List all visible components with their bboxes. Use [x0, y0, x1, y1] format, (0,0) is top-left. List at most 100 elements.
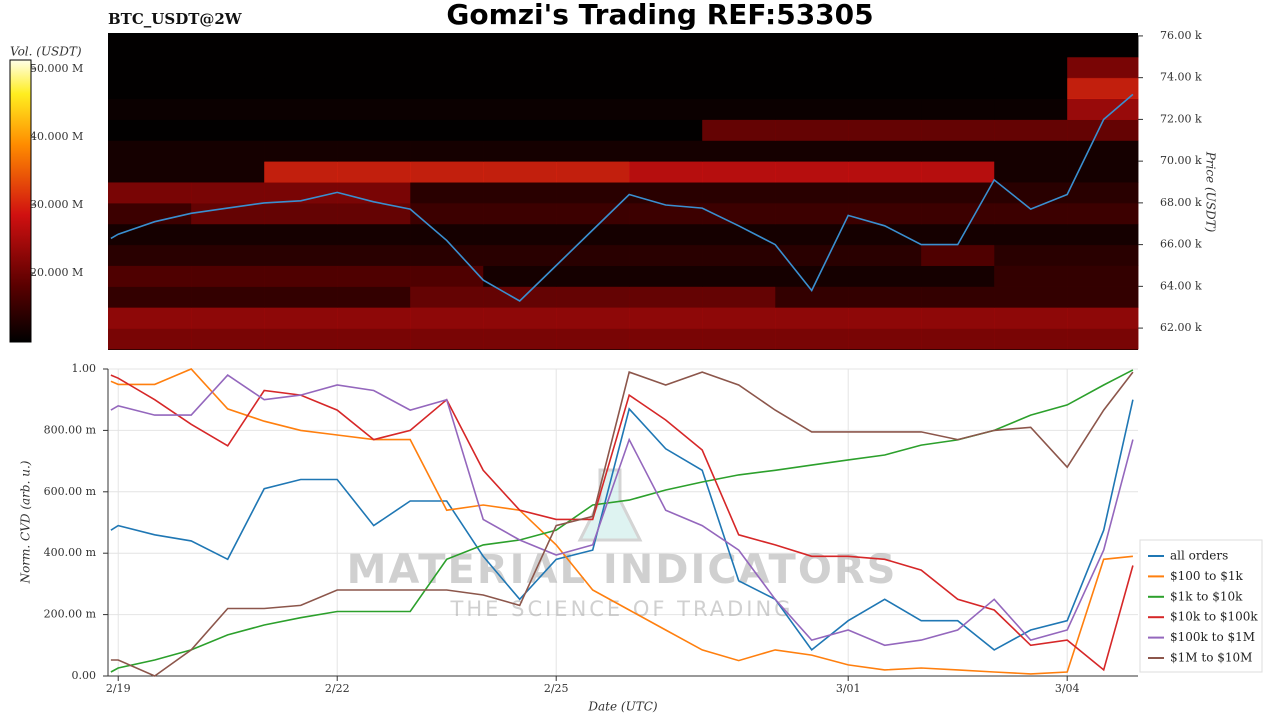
heatmap-cell	[702, 265, 776, 287]
heatmap-cell	[848, 265, 922, 287]
heatmap-cell	[848, 328, 922, 350]
heatmap-cell	[337, 286, 411, 308]
heatmap-cell	[775, 35, 849, 58]
heatmap-cell	[337, 35, 411, 58]
heatmap-cell	[191, 140, 265, 162]
heatmap-cell	[775, 328, 849, 350]
heatmap-cell	[191, 244, 265, 266]
heatmap-cell	[1067, 223, 1139, 246]
heatmap-cell	[556, 35, 630, 58]
heatmap-cell	[191, 35, 265, 58]
heatmap-cell	[775, 223, 849, 246]
heatmap-cell	[848, 161, 922, 183]
heatmap-cell	[994, 140, 1068, 162]
y-tick-label: 64.00 k	[1160, 279, 1202, 292]
heatmap-cell	[191, 265, 265, 287]
heatmap-cell	[775, 56, 849, 79]
heatmap-cell	[994, 223, 1068, 246]
heatmap-cell	[848, 182, 922, 204]
heatmap-cell	[264, 98, 338, 120]
heatmap-cell	[994, 56, 1068, 79]
heatmap-cell	[702, 307, 776, 329]
legend-label: $100 to $1k	[1170, 569, 1243, 583]
heatmap-cell	[921, 35, 995, 58]
heatmap-cell	[108, 265, 192, 287]
heatmap-cell	[483, 182, 557, 204]
heatmap-cell	[264, 265, 338, 287]
series-line	[110, 374, 1134, 672]
heatmap-cell	[921, 98, 995, 120]
heatmap-cell	[410, 328, 484, 350]
heatmap-cell	[702, 286, 776, 308]
legend-label: $1M to $10M	[1170, 651, 1252, 665]
heatmap-cell	[1067, 328, 1139, 350]
heatmap-cell	[994, 202, 1068, 225]
heatmap-cell	[702, 244, 776, 266]
y-tick-label: 68.00 k	[1160, 196, 1202, 209]
y-tick-label: 200.00 m	[44, 608, 97, 621]
heatmap-cell	[410, 244, 484, 266]
legend-label: $10k to $100k	[1170, 610, 1258, 624]
heatmap-cell	[264, 328, 338, 350]
heatmap-cell	[775, 182, 849, 204]
heatmap-cell	[921, 307, 995, 329]
heatmap-cell	[556, 140, 630, 162]
heatmap-cell	[264, 35, 338, 58]
y-tick-label: 0.00	[72, 669, 97, 682]
heatmap-cell	[337, 98, 411, 120]
heatmap-cell	[702, 35, 776, 58]
heatmap-cell	[337, 140, 411, 162]
heatmap-cell	[108, 307, 192, 329]
y-axis-label: Price (USDT)	[1204, 151, 1218, 233]
legend-label: $1k to $10k	[1170, 589, 1243, 603]
heatmap-cell	[1067, 307, 1139, 329]
heatmap-cell	[1067, 265, 1139, 287]
heatmap-cell	[775, 286, 849, 308]
heatmap-cell	[994, 161, 1068, 183]
heatmap-cell	[264, 223, 338, 246]
x-tick-label: 2/19	[106, 682, 131, 695]
heatmap-cell	[1067, 202, 1139, 225]
heatmap-cell	[556, 223, 630, 246]
heatmap-cell	[337, 328, 411, 350]
price-line	[110, 93, 1134, 302]
heatmap-cell	[108, 35, 192, 58]
heatmap-cell	[337, 307, 411, 329]
heatmap-cell	[483, 328, 557, 350]
legend-label: all orders	[1170, 549, 1228, 563]
heatmap-cell	[483, 307, 557, 329]
colorbar-tick-label: 20.000 M	[30, 266, 83, 279]
heatmap-cell	[921, 56, 995, 79]
heatmap-cell	[264, 307, 338, 329]
heatmap-cell	[629, 140, 703, 162]
heatmap-cell	[994, 98, 1068, 120]
heatmap-cell	[629, 286, 703, 308]
heatmap-cell	[775, 265, 849, 287]
heatmap-cell	[337, 77, 411, 100]
heatmap-cell	[556, 328, 630, 350]
y-tick-label: 62.00 k	[1160, 321, 1202, 334]
heatmap-cell	[629, 35, 703, 58]
heatmap-cell	[483, 223, 557, 246]
heatmap-cell	[629, 265, 703, 287]
heatmap-cell	[1067, 77, 1139, 100]
heatmap-cell	[702, 161, 776, 183]
heatmap-cell	[921, 223, 995, 246]
heatmap-cell	[191, 328, 265, 350]
heatmap-cell	[483, 265, 557, 287]
heatmap-cell	[702, 77, 776, 100]
heatmap-cell	[410, 161, 484, 183]
heatmap-cell	[556, 119, 630, 141]
heatmap-cell	[629, 307, 703, 329]
heatmap-cell	[1067, 182, 1139, 204]
heatmap-cell	[629, 328, 703, 350]
heatmap-cell	[410, 182, 484, 204]
y-tick-label: 76.00 k	[1160, 29, 1202, 42]
heatmap-cell	[483, 35, 557, 58]
heatmap-cell	[629, 119, 703, 141]
heatmap-cell	[337, 161, 411, 183]
heatmap-cell	[1067, 56, 1139, 79]
heatmap-cell	[994, 244, 1068, 266]
heatmap-cell	[556, 77, 630, 100]
heatmap-cell	[994, 77, 1068, 100]
